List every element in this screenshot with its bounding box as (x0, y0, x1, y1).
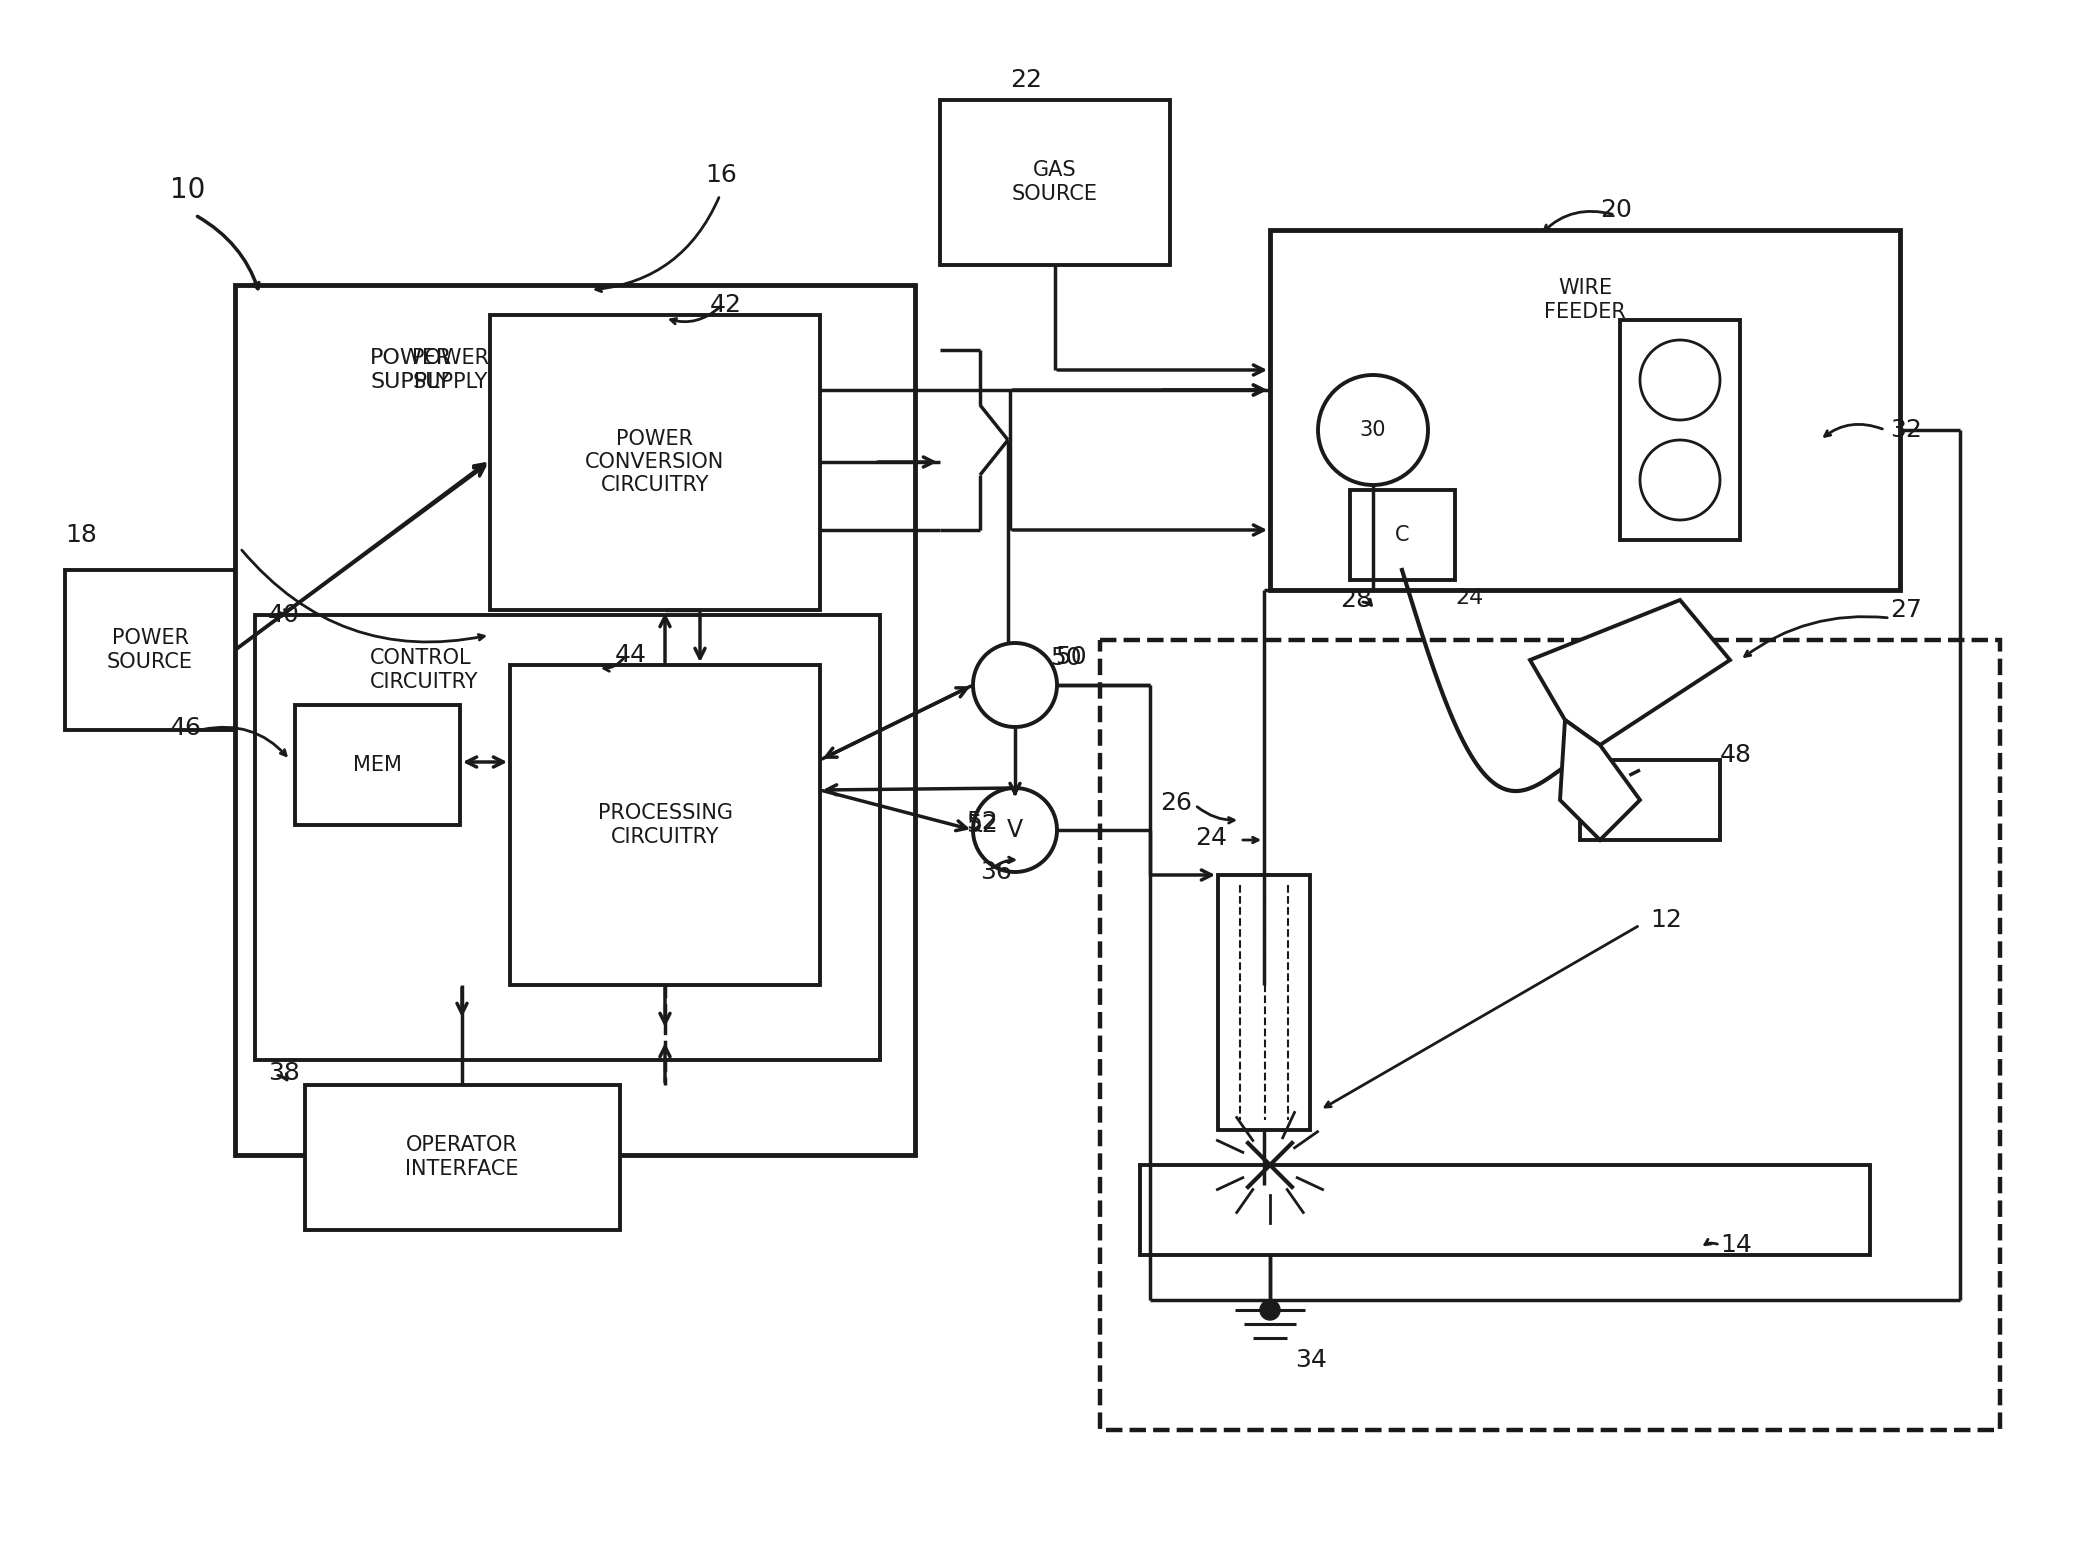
Text: 28: 28 (1340, 589, 1373, 612)
Text: CONTROL
CIRCUITRY: CONTROL CIRCUITRY (369, 649, 479, 692)
Circle shape (1641, 340, 1719, 420)
Text: 24: 24 (1456, 589, 1483, 609)
Text: 14: 14 (1719, 1233, 1753, 1258)
Text: POWER
SUPPLY: POWER SUPPLY (369, 349, 452, 391)
Text: 20: 20 (1599, 198, 1632, 222)
Text: 27: 27 (1889, 598, 1923, 623)
Bar (1350, 490, 1456, 579)
Text: 30: 30 (1361, 420, 1385, 440)
Circle shape (1641, 440, 1719, 521)
Polygon shape (1560, 720, 1641, 840)
Bar (1269, 230, 1900, 590)
Bar (64, 570, 234, 729)
Bar (1217, 874, 1311, 1129)
Text: 52: 52 (966, 813, 998, 837)
Bar (1099, 640, 1999, 1431)
Text: 24: 24 (1195, 827, 1228, 850)
Bar (295, 705, 460, 825)
Polygon shape (1531, 599, 1730, 745)
Text: PROCESSING
CIRCUITRY: PROCESSING CIRCUITRY (597, 803, 732, 847)
Text: 22: 22 (1010, 68, 1041, 93)
Bar (1141, 1165, 1871, 1255)
Bar (1620, 320, 1740, 541)
Text: 50: 50 (1049, 646, 1083, 671)
Text: GAS
SOURCE: GAS SOURCE (1012, 161, 1097, 204)
Text: 46: 46 (170, 715, 201, 740)
Bar (255, 615, 879, 1060)
Text: 12: 12 (1651, 908, 1682, 932)
Circle shape (973, 788, 1058, 871)
Text: POWER
CONVERSION
CIRCUITRY: POWER CONVERSION CIRCUITRY (585, 430, 724, 496)
Text: 18: 18 (64, 524, 97, 547)
Circle shape (1261, 1299, 1280, 1319)
Bar (234, 284, 915, 1156)
Text: 44: 44 (616, 643, 647, 667)
Text: 42: 42 (709, 294, 742, 317)
Text: V: V (1008, 817, 1022, 842)
Text: 32: 32 (1889, 419, 1923, 442)
Text: POWER
SOURCE: POWER SOURCE (108, 629, 193, 672)
Bar (510, 664, 819, 986)
Text: 34: 34 (1294, 1347, 1327, 1372)
Text: 26: 26 (1159, 791, 1193, 816)
Text: 48: 48 (1719, 743, 1753, 766)
Text: 36: 36 (981, 861, 1012, 884)
Text: C: C (1394, 525, 1408, 545)
Text: 52: 52 (966, 810, 998, 834)
Bar (1580, 760, 1719, 840)
Bar (489, 315, 819, 610)
Text: POWER
SUPPLY: POWER SUPPLY (411, 349, 489, 391)
Text: OPERATOR
INTERFACE: OPERATOR INTERFACE (404, 1136, 518, 1179)
Circle shape (1317, 375, 1429, 485)
Text: WIRE
FEEDER: WIRE FEEDER (1545, 278, 1626, 321)
Text: MEM: MEM (353, 756, 402, 776)
Text: 10: 10 (170, 176, 205, 204)
Text: 50: 50 (1056, 644, 1087, 669)
Text: 40: 40 (268, 603, 301, 627)
Bar (305, 1085, 620, 1230)
Bar (940, 100, 1170, 266)
Text: 38: 38 (268, 1061, 301, 1085)
Text: 16: 16 (705, 164, 736, 187)
Circle shape (973, 643, 1058, 728)
